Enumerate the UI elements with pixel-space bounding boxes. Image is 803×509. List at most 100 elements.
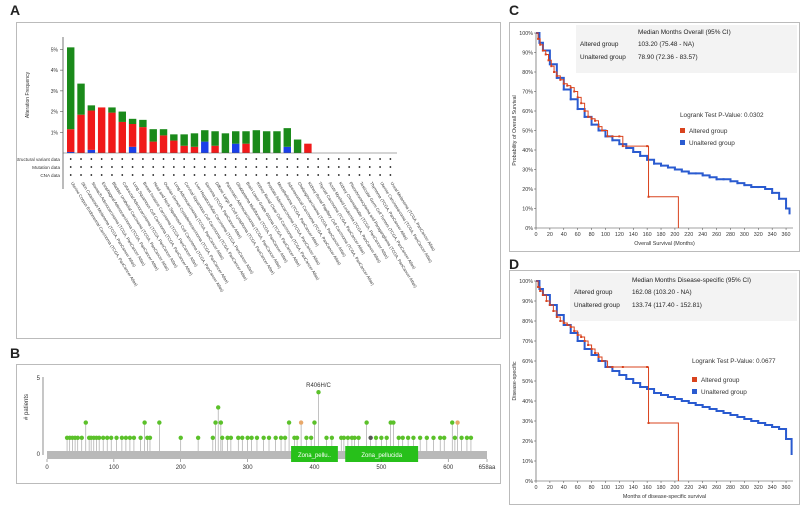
mutation-point bbox=[329, 435, 335, 440]
data-availability-dot bbox=[193, 174, 196, 176]
mutation-point bbox=[240, 435, 245, 440]
censor-mark bbox=[594, 352, 597, 354]
censor-mark bbox=[653, 392, 656, 394]
km-disease-specific-chart: 0% 10% 20% 30% 40% 50% 60% 70% 80% 90% 100% 0 20 40 60… bbox=[512, 273, 797, 500]
data-availability-dot bbox=[276, 166, 278, 168]
median-table-background bbox=[570, 273, 797, 321]
mutation-point bbox=[379, 435, 384, 440]
censor-mark bbox=[632, 382, 635, 384]
mutation-point bbox=[225, 435, 230, 440]
mutation-point bbox=[364, 420, 369, 425]
mutation-point bbox=[464, 435, 470, 440]
data-availability-dot bbox=[317, 158, 320, 160]
data-availability-dot bbox=[348, 166, 351, 168]
x-tick-label: 260 bbox=[712, 485, 721, 491]
y-tick-label: 4% bbox=[51, 68, 59, 74]
x-tick-label: 340 bbox=[768, 485, 777, 491]
censor-mark bbox=[750, 186, 753, 189]
x-tick-label: 100 bbox=[109, 465, 120, 471]
censor-mark bbox=[694, 172, 697, 175]
bar-segment bbox=[67, 47, 75, 130]
censor-mark bbox=[618, 374, 621, 376]
y-tick-label: 80% bbox=[522, 70, 533, 76]
data-availability-dot bbox=[111, 158, 113, 160]
censor-mark bbox=[729, 414, 732, 416]
data-availability-dot bbox=[358, 174, 361, 176]
bar-segment bbox=[67, 151, 75, 153]
censor-mark bbox=[625, 378, 628, 380]
censor-mark bbox=[583, 115, 586, 118]
x-tick-label: 320 bbox=[754, 232, 763, 238]
y-tick-label: 70% bbox=[522, 339, 533, 345]
censor-mark bbox=[580, 336, 583, 338]
censor-mark bbox=[590, 117, 593, 120]
x-tick-label: 80 bbox=[589, 232, 595, 238]
censor-mark bbox=[771, 191, 774, 194]
censor-mark bbox=[611, 135, 614, 138]
x-tick-label: 140 bbox=[629, 232, 638, 238]
y-tick-label: 5% bbox=[51, 47, 59, 53]
data-availability-dot bbox=[193, 158, 196, 160]
mutation-point bbox=[138, 435, 143, 440]
data-availability-dot bbox=[90, 174, 93, 176]
mutation-point bbox=[195, 435, 201, 440]
y-tick-label: 5 bbox=[37, 376, 41, 382]
censor-mark bbox=[736, 182, 739, 185]
x-tick-label: 0 bbox=[535, 485, 538, 491]
mutation-point bbox=[249, 435, 254, 440]
bar-segment bbox=[190, 146, 199, 153]
censor-mark bbox=[559, 320, 562, 322]
data-availability-dot bbox=[162, 166, 165, 168]
y-axis-title: Probability of Overall Survival bbox=[512, 95, 518, 165]
censor-mark bbox=[537, 37, 540, 40]
censor-mark bbox=[715, 410, 718, 412]
censor-mark bbox=[548, 304, 551, 306]
mutation-point bbox=[236, 435, 241, 440]
mutation-point bbox=[312, 420, 317, 425]
censor-mark bbox=[594, 119, 597, 122]
bar-segment bbox=[118, 111, 126, 122]
y-tick-label: 60% bbox=[522, 109, 533, 115]
mutation-point bbox=[147, 435, 153, 440]
data-availability-dot bbox=[69, 158, 72, 160]
censor-mark bbox=[544, 53, 547, 56]
logrank-pvalue: Logrank Test P-Value: 0.0302 bbox=[680, 112, 764, 119]
x-tick-label: 20 bbox=[547, 485, 553, 491]
data-availability-dot bbox=[234, 166, 237, 168]
x-tick-label: 180 bbox=[657, 485, 666, 491]
censor-mark bbox=[660, 394, 663, 396]
bar-segment bbox=[273, 131, 281, 153]
censor-mark bbox=[757, 186, 760, 189]
mutation-point bbox=[218, 420, 224, 425]
censor-mark bbox=[597, 360, 600, 362]
mutation-point bbox=[345, 435, 351, 440]
x-tick-label: 60 bbox=[575, 485, 581, 491]
censor-mark bbox=[541, 49, 544, 52]
censor-mark bbox=[646, 158, 649, 161]
data-availability-dot bbox=[111, 174, 113, 176]
legend-swatch bbox=[680, 128, 685, 133]
x-tick-label: 20 bbox=[547, 232, 553, 238]
median-table-row-label: Altered group bbox=[580, 41, 619, 48]
mutation-point bbox=[114, 435, 119, 440]
data-availability-dot bbox=[286, 174, 289, 176]
mutation-point bbox=[405, 435, 411, 440]
data-availability-dot bbox=[234, 158, 237, 160]
x-tick-label: 300 bbox=[740, 232, 749, 238]
censor-mark bbox=[576, 340, 579, 342]
bar-segment bbox=[170, 140, 178, 153]
x-axis-title: Months of disease-specific survival bbox=[623, 494, 706, 500]
data-availability-dot bbox=[224, 158, 227, 160]
censor-mark bbox=[757, 422, 760, 424]
censor-mark bbox=[743, 184, 746, 187]
data-availability-dot bbox=[100, 166, 103, 168]
mutation-point bbox=[266, 435, 272, 440]
x-tick-label: 340 bbox=[768, 232, 777, 238]
bar-segment bbox=[87, 110, 96, 150]
y-axis-title: Alteration Frequency bbox=[25, 71, 31, 118]
data-availability-dot bbox=[327, 174, 330, 176]
data-availability-dot bbox=[214, 166, 216, 168]
bar-segment bbox=[128, 146, 137, 153]
bar-segment bbox=[242, 143, 250, 153]
